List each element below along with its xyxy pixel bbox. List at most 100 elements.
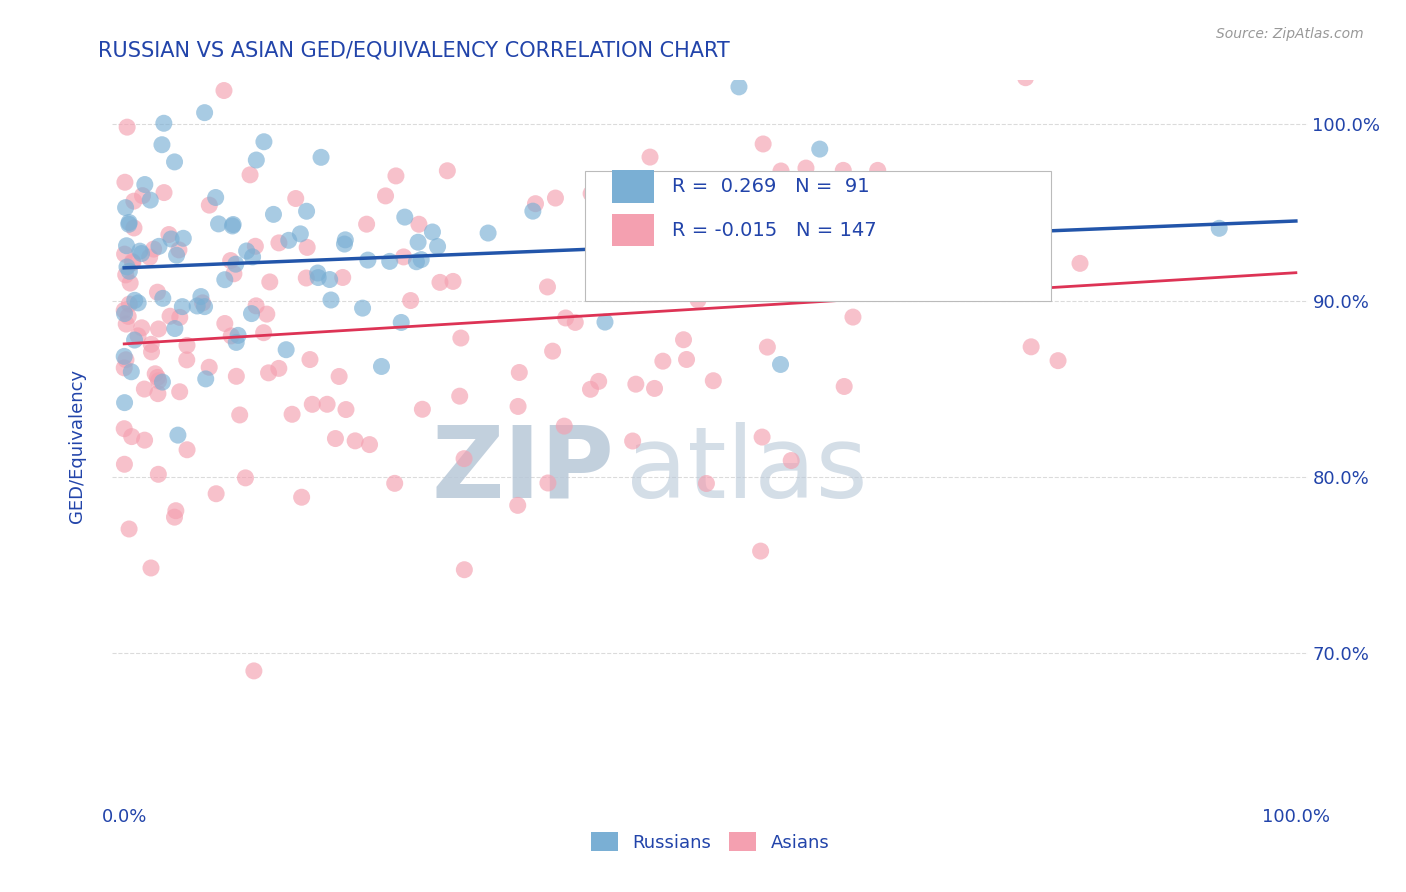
Point xyxy=(263,207,285,221)
Point xyxy=(808,142,831,156)
Point xyxy=(219,253,242,268)
Point xyxy=(356,217,378,231)
Point xyxy=(114,307,136,321)
Point xyxy=(621,434,644,448)
Point xyxy=(536,280,558,294)
Point xyxy=(564,315,586,329)
Point xyxy=(1069,256,1091,270)
Point xyxy=(141,337,163,351)
Point xyxy=(450,331,472,345)
Point xyxy=(319,293,342,307)
Point xyxy=(832,379,855,393)
Point xyxy=(117,310,139,324)
Point xyxy=(672,333,695,347)
Point xyxy=(922,279,945,293)
Point xyxy=(124,333,146,347)
Point xyxy=(141,345,163,359)
Point xyxy=(134,178,156,192)
Point xyxy=(148,239,170,253)
Point xyxy=(198,360,221,375)
Point xyxy=(436,163,458,178)
Point xyxy=(205,487,228,501)
Point xyxy=(794,161,817,175)
Point xyxy=(406,235,429,250)
Point xyxy=(115,120,138,135)
Point xyxy=(245,239,267,253)
Point xyxy=(374,189,396,203)
Point xyxy=(114,201,136,215)
Point xyxy=(228,408,250,422)
Point xyxy=(235,244,257,258)
Point xyxy=(172,231,194,245)
Point xyxy=(384,476,406,491)
Point xyxy=(115,352,138,367)
Point xyxy=(948,244,970,258)
Point xyxy=(245,153,267,167)
Point xyxy=(627,238,650,252)
Point xyxy=(253,135,276,149)
Point xyxy=(159,310,181,324)
Point xyxy=(225,335,247,350)
Point xyxy=(212,83,235,97)
Point xyxy=(449,389,471,403)
Point xyxy=(307,270,329,285)
Point xyxy=(257,366,280,380)
Point xyxy=(328,369,350,384)
Point xyxy=(163,155,186,169)
Text: atlas: atlas xyxy=(627,422,868,519)
Point xyxy=(298,352,321,367)
FancyBboxPatch shape xyxy=(612,170,654,203)
Point xyxy=(554,310,576,325)
Point xyxy=(335,233,357,247)
Point xyxy=(121,429,143,443)
Point xyxy=(118,215,141,229)
Point xyxy=(956,284,979,298)
Legend: Russians, Asians: Russians, Asians xyxy=(591,832,830,852)
Point xyxy=(115,239,138,253)
Point xyxy=(118,217,141,231)
Point xyxy=(392,250,415,264)
Point xyxy=(122,255,145,269)
Point xyxy=(385,169,408,183)
Point xyxy=(344,434,367,448)
Point xyxy=(441,274,464,288)
Point xyxy=(139,561,162,575)
Point xyxy=(114,268,136,282)
Point xyxy=(695,476,717,491)
Point xyxy=(134,382,156,396)
Point xyxy=(811,266,834,280)
Point xyxy=(153,186,176,200)
Point xyxy=(146,386,169,401)
Point xyxy=(728,79,751,94)
Point xyxy=(422,225,444,239)
Point xyxy=(506,400,529,414)
Point xyxy=(194,372,217,386)
Point xyxy=(332,270,354,285)
Point xyxy=(638,150,661,164)
Point xyxy=(152,375,174,389)
Point xyxy=(522,204,544,219)
Point xyxy=(389,316,412,330)
Point xyxy=(651,354,673,368)
Point xyxy=(411,252,433,267)
Point xyxy=(245,299,267,313)
Point xyxy=(316,397,339,411)
Point xyxy=(256,307,278,321)
Point xyxy=(506,499,529,513)
Point xyxy=(214,317,236,331)
Point xyxy=(792,174,814,188)
Point xyxy=(295,204,318,219)
Point xyxy=(537,475,560,490)
Point xyxy=(832,179,855,194)
Point xyxy=(429,276,451,290)
Point xyxy=(318,272,340,286)
Point xyxy=(169,310,191,325)
Point xyxy=(235,471,257,485)
Point xyxy=(267,235,290,250)
Point xyxy=(508,366,530,380)
Point xyxy=(131,321,153,335)
Point xyxy=(325,432,347,446)
Point xyxy=(167,428,190,442)
Point xyxy=(146,370,169,384)
Point xyxy=(120,365,142,379)
